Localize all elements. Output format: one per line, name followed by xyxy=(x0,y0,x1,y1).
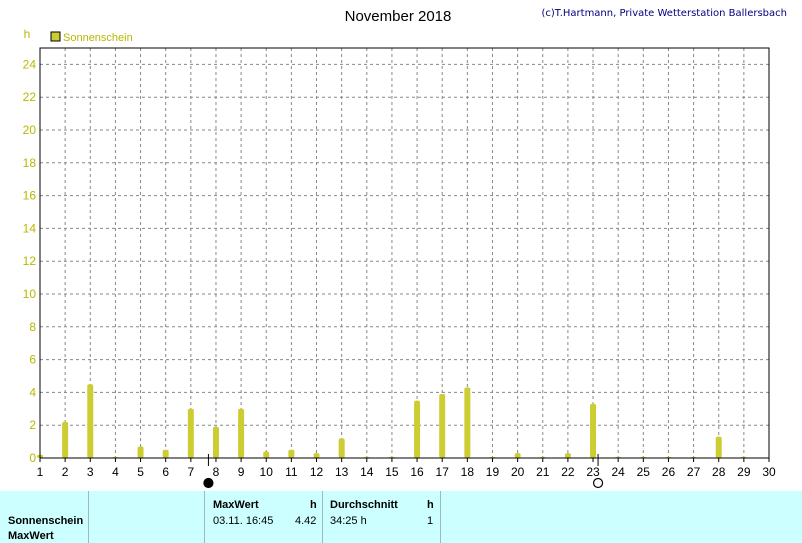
row-label-maxwert: MaxWert xyxy=(8,530,54,542)
y-tick-label: 0 xyxy=(29,451,36,465)
x-tick-label: 21 xyxy=(536,465,550,479)
x-tick-label: 9 xyxy=(238,465,245,479)
legend-label: Sonnenschein xyxy=(63,32,133,44)
x-tick-label: 14 xyxy=(360,465,374,479)
x-tick-label: 2 xyxy=(62,465,69,479)
y-tick-label: 16 xyxy=(23,189,37,203)
bar-day-2 xyxy=(62,421,69,458)
stats-label-column: Sonnenschein MaxWert xyxy=(0,491,89,543)
grid-lines xyxy=(40,48,769,458)
sunshine-chart: November 2018 (c)T.Hartmann, Private Wet… xyxy=(23,8,787,489)
x-tick-label: 18 xyxy=(461,465,475,479)
x-axis-ticks: 1 2 3 4 5 6 7 8 9 10 11 12 13 14 15 16 17 18 19 20 21 22 23 24 2… xyxy=(37,458,776,479)
bar-day-6 xyxy=(162,449,169,458)
x-tick-label: 19 xyxy=(486,465,500,479)
bar-day-12 xyxy=(313,453,320,458)
y-tick-label: 18 xyxy=(23,156,37,170)
bar-series xyxy=(37,384,747,458)
bar-day-8 xyxy=(212,426,219,458)
new-moon-icon xyxy=(203,477,214,489)
y-tick-label: 24 xyxy=(23,57,37,71)
x-tick-label: 17 xyxy=(436,465,450,479)
maxwert-time: 03.11. 16:45 xyxy=(213,515,274,527)
bar-day-13 xyxy=(338,438,345,458)
x-tick-label: 3 xyxy=(87,465,94,479)
x-tick-label: 13 xyxy=(335,465,349,479)
bar-day-18 xyxy=(464,387,471,458)
bar-day-22 xyxy=(564,453,571,458)
x-tick-label: 12 xyxy=(310,465,324,479)
x-tick-label: 11 xyxy=(285,465,298,479)
y-tick-label: 22 xyxy=(23,90,37,104)
y-tick-label: 20 xyxy=(23,123,37,137)
y-tick-label: 2 xyxy=(29,418,36,432)
plot-frame xyxy=(39,47,770,459)
bar-day-16 xyxy=(414,400,421,458)
x-tick-label: 20 xyxy=(511,465,525,479)
y-tick-label: 10 xyxy=(23,287,37,301)
x-tick-label: 16 xyxy=(410,465,424,479)
x-tick-label: 22 xyxy=(561,465,575,479)
average-unit: h xyxy=(427,499,434,511)
maxwert-value: 4.42 xyxy=(295,515,317,527)
x-tick-label: 1 xyxy=(37,465,44,479)
x-tick-label: 24 xyxy=(611,465,625,479)
bar-day-9 xyxy=(238,408,245,458)
y-tick-label: 6 xyxy=(29,353,36,367)
x-tick-label: 5 xyxy=(137,465,144,479)
stats-spacer-column xyxy=(89,491,205,543)
x-tick-label: 15 xyxy=(385,465,399,479)
x-tick-label: 26 xyxy=(662,465,676,479)
bar-day-17 xyxy=(439,394,446,458)
average-count: 1 xyxy=(427,515,434,527)
x-tick-label: 8 xyxy=(213,465,220,479)
bar-day-5 xyxy=(137,446,144,458)
y-tick-label: 4 xyxy=(29,385,36,399)
legend: Sonnenschein xyxy=(50,31,133,44)
moon-markers xyxy=(203,454,604,489)
bar-day-23 xyxy=(590,403,597,458)
x-tick-label: 28 xyxy=(712,465,726,479)
average-header: Durchschnitt xyxy=(330,499,398,511)
y-tick-label: 14 xyxy=(23,221,37,235)
bar-day-3 xyxy=(87,384,94,458)
x-tick-label: 10 xyxy=(260,465,274,479)
x-tick-label: 23 xyxy=(586,465,600,479)
bar-day-28 xyxy=(715,436,722,458)
stats-maxwert-column: MaxWert h 03.11. 16:45 4.42 xyxy=(205,491,323,543)
stats-table: Sonnenschein MaxWert MaxWert h 03.11. 16… xyxy=(0,491,802,543)
average-value: 34:25 h xyxy=(330,515,367,527)
y-axis-unit: h xyxy=(24,27,31,41)
bar-day-7 xyxy=(187,408,194,458)
x-tick-label: 30 xyxy=(762,465,776,479)
bar-day-10 xyxy=(263,451,270,458)
full-moon-icon xyxy=(592,477,604,489)
maxwert-unit: h xyxy=(310,499,317,511)
bar-day-11 xyxy=(288,449,295,458)
x-tick-label: 7 xyxy=(187,465,194,479)
y-tick-label: 12 xyxy=(23,254,37,268)
chart-title: November 2018 xyxy=(345,8,452,25)
x-tick-label: 4 xyxy=(112,465,119,479)
x-tick-label: 6 xyxy=(162,465,169,479)
stats-average-column: Durchschnitt h 34:25 h 1 xyxy=(323,491,441,543)
x-tick-label: 29 xyxy=(737,465,751,479)
x-tick-label: 27 xyxy=(687,465,701,479)
x-tick-label: 25 xyxy=(637,465,651,479)
maxwert-header: MaxWert xyxy=(213,499,259,511)
legend-swatch xyxy=(50,31,61,42)
y-tick-label: 8 xyxy=(29,320,36,334)
copyright-text: (c)T.Hartmann, Private Wetterstation Bal… xyxy=(541,8,787,19)
bar-day-20 xyxy=(514,453,521,458)
row-label-sunshine: Sonnenschein xyxy=(8,515,84,527)
